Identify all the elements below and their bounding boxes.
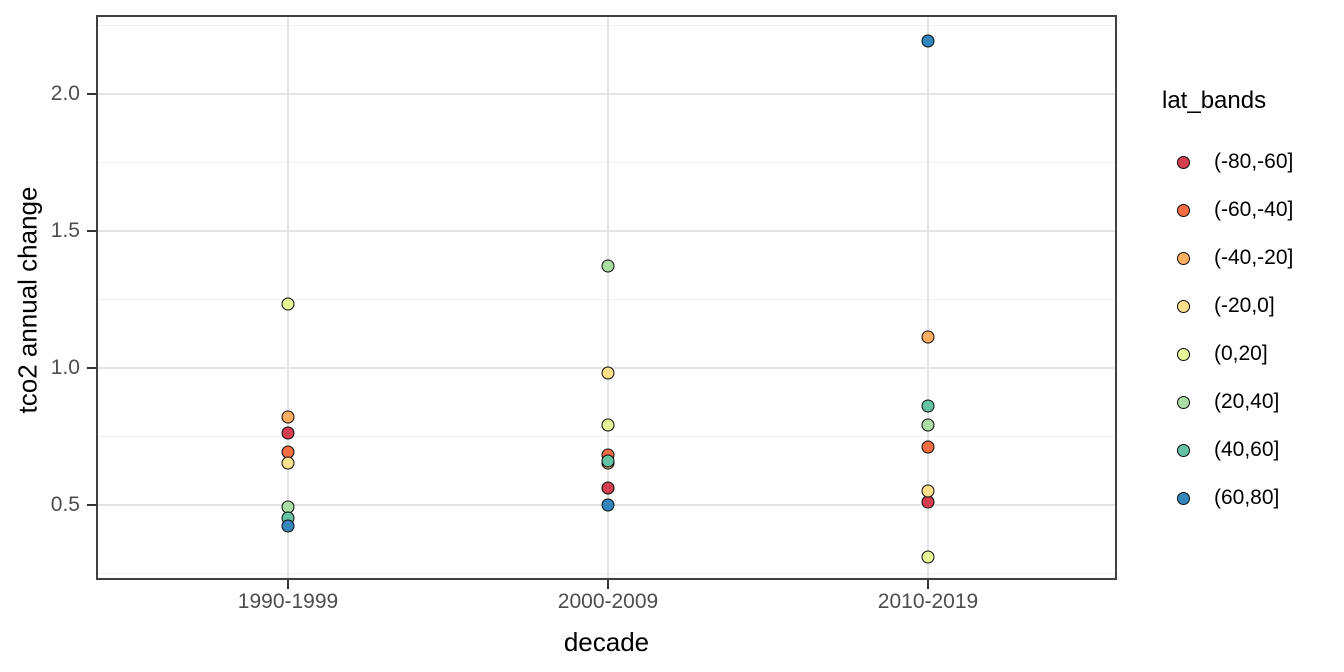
legend-key-dot xyxy=(1177,299,1190,313)
legend-key-dot xyxy=(1177,395,1190,409)
legend-item-label: (20,40] xyxy=(1214,390,1280,413)
data-point xyxy=(921,440,935,454)
legend-item-label: (60,80] xyxy=(1214,486,1280,509)
h-gridline-minor xyxy=(98,24,1115,26)
legend: lat_bands (-80,-60] (-60,-40] (-40,-20] (-2… xyxy=(1157,86,1293,522)
x-tick-label: 2000-2009 xyxy=(557,590,659,613)
x-tick-label: 1990-1999 xyxy=(237,590,339,613)
legend-title: lat_bands xyxy=(1162,87,1267,114)
h-gridline-minor xyxy=(98,435,1115,437)
data-point xyxy=(281,519,295,533)
x-tick-mark xyxy=(607,580,609,589)
data-point xyxy=(281,426,295,440)
legend-key-dot xyxy=(1177,347,1190,361)
y-tick-label: 2.0 xyxy=(50,81,80,105)
h-gridline-major xyxy=(98,92,1115,95)
legend-key-dot xyxy=(1177,251,1190,265)
y-axis-title: tco2 annual change xyxy=(12,186,43,414)
data-point xyxy=(601,259,615,273)
data-point xyxy=(601,481,615,495)
legend-key-dot xyxy=(1177,203,1190,217)
legend-item: (40,60] xyxy=(1157,426,1293,474)
legend-key-dot xyxy=(1177,155,1190,169)
y-tick-label: 1.0 xyxy=(50,355,80,379)
legend-key-dot xyxy=(1177,491,1190,505)
x-tick-mark xyxy=(927,580,929,589)
data-point xyxy=(601,366,615,380)
legend-item: (-40,-20] xyxy=(1157,234,1293,282)
data-point xyxy=(281,410,295,424)
y-tick-mark xyxy=(87,366,96,369)
legend-item-label: (-80,-60] xyxy=(1214,150,1294,173)
v-gridline xyxy=(607,17,609,578)
legend-item: (0,20] xyxy=(1157,330,1293,378)
data-point xyxy=(601,418,615,432)
legend-key-dot xyxy=(1177,443,1190,457)
data-point xyxy=(281,456,295,470)
data-point xyxy=(921,484,935,498)
x-tick-mark xyxy=(287,580,289,589)
x-axis-title: decade xyxy=(563,627,650,657)
legend-items: (-80,-60] (-60,-40] (-40,-20] (-20,0] (0,20]… xyxy=(1157,138,1293,522)
legend-item: (-20,0] xyxy=(1157,282,1293,330)
data-point xyxy=(921,550,935,564)
legend-item: (-60,-40] xyxy=(1157,186,1293,234)
data-point xyxy=(921,330,935,344)
y-tick-label: 0.5 xyxy=(50,492,80,516)
legend-item: (60,80] xyxy=(1157,474,1293,522)
data-point xyxy=(921,34,935,48)
plot-panel xyxy=(96,15,1117,580)
data-point xyxy=(921,399,935,413)
data-point xyxy=(921,418,935,432)
legend-item-label: (-40,-20] xyxy=(1214,246,1294,269)
legend-item-label: (0,20] xyxy=(1214,342,1268,365)
y-tick-mark xyxy=(87,503,96,506)
data-point xyxy=(601,454,615,468)
y-tick-mark xyxy=(87,229,96,232)
data-point xyxy=(281,297,295,311)
h-gridline-minor xyxy=(98,298,1115,300)
h-gridline-minor xyxy=(98,161,1115,163)
legend-item-label: (-20,0] xyxy=(1214,294,1275,317)
legend-item: (20,40] xyxy=(1157,378,1293,426)
y-tick-label: 1.5 xyxy=(50,218,80,242)
y-tick-mark xyxy=(87,92,96,95)
h-gridline-minor xyxy=(98,572,1115,574)
legend-item: (-80,-60] xyxy=(1157,138,1293,186)
v-gridline xyxy=(287,17,289,578)
h-gridline-major xyxy=(98,229,1115,232)
x-tick-label: 2010-2019 xyxy=(877,590,979,613)
legend-item-label: (-60,-40] xyxy=(1214,198,1294,221)
legend-item-label: (40,60] xyxy=(1214,438,1280,461)
v-gridline xyxy=(927,17,929,578)
data-point xyxy=(601,498,615,511)
